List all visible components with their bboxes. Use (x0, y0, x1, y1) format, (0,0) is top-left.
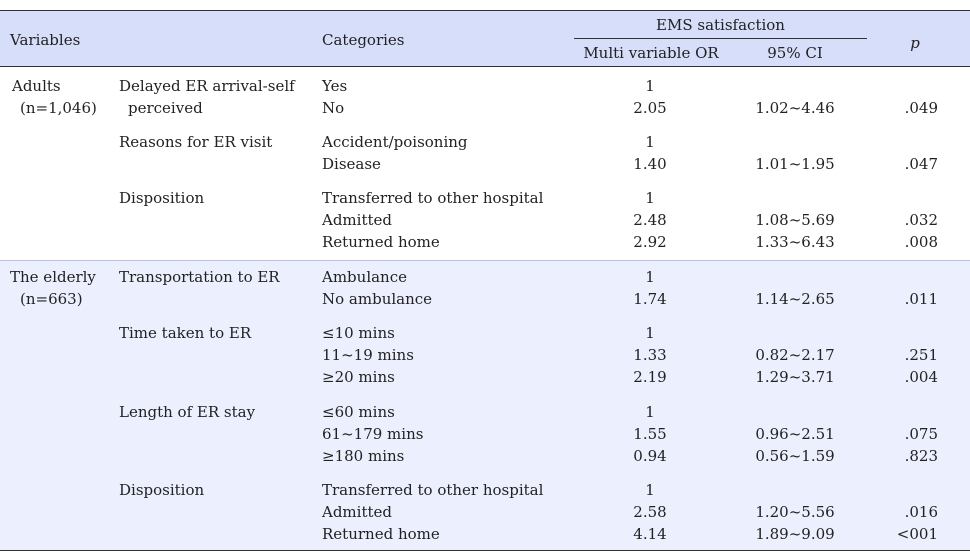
or-cell: 1 (645, 324, 655, 342)
variable-label: Time taken to ER (119, 324, 252, 342)
col-header-ems-satisfaction: EMS satisfaction (656, 16, 785, 34)
or-cell: 1 (645, 133, 655, 151)
category-cell: No (322, 99, 345, 117)
ci-cell: 1.01~1.95 (755, 155, 835, 173)
category-cell: Admitted (322, 503, 392, 521)
ci-cell: 0.82~2.17 (755, 346, 835, 364)
group-label-elderly: The elderly (10, 268, 96, 286)
or-cell: 1.55 (633, 425, 667, 443)
category-cell: Transferred to other hospital (322, 481, 544, 499)
or-cell: 2.05 (633, 99, 667, 117)
p-cell: .047 (904, 155, 938, 173)
ci-cell: 1.89~9.09 (755, 525, 835, 543)
group-label-adults: Adults (12, 77, 61, 95)
col-header-categories: Categories (322, 31, 405, 49)
ci-cell: 0.56~1.59 (755, 447, 835, 465)
ci-cell: 1.08~5.69 (755, 211, 835, 229)
variable-label: Delayed ER arrival-self (119, 77, 295, 95)
p-cell: .008 (904, 233, 938, 251)
adults-section (0, 67, 970, 260)
variable-label: Transportation to ER (119, 268, 280, 286)
variable-label-cont: perceived (128, 99, 203, 117)
category-cell: No ambulance (322, 290, 433, 308)
category-cell: Admitted (322, 211, 392, 229)
ci-cell: 1.20~5.56 (755, 503, 835, 521)
or-cell: 1 (645, 481, 655, 499)
or-cell: 1.33 (633, 346, 667, 364)
header-bottom-rule (0, 66, 970, 67)
ci-cell: 1.14~2.65 (755, 290, 835, 308)
p-cell: .016 (904, 503, 938, 521)
ci-cell: 1.02~4.46 (755, 99, 835, 117)
or-cell: 2.19 (633, 368, 667, 386)
ci-cell: 1.29~3.71 (755, 368, 835, 386)
category-cell: Returned home (322, 233, 440, 251)
col-header-variables: Variables (10, 31, 81, 49)
category-cell: 11~19 mins (322, 346, 414, 364)
category-cell: ≤60 mins (322, 403, 395, 421)
category-cell: Transferred to other hospital (322, 189, 544, 207)
p-cell: .032 (904, 211, 938, 229)
variable-label: Disposition (119, 189, 205, 207)
ci-cell: 1.33~6.43 (755, 233, 835, 251)
or-cell: 0.94 (633, 447, 667, 465)
category-cell: ≥180 mins (322, 447, 405, 465)
or-cell: 1.74 (633, 290, 667, 308)
category-cell: ≤10 mins (322, 324, 395, 342)
p-cell: .004 (904, 368, 938, 386)
or-cell: 1 (645, 268, 655, 286)
group-n-elderly: (n=663) (20, 290, 83, 308)
or-cell: 1.40 (633, 155, 667, 173)
variable-label: Length of ER stay (119, 403, 256, 421)
elderly-section (0, 261, 970, 550)
p-cell: .049 (904, 99, 938, 117)
p-cell: .251 (904, 346, 938, 364)
or-cell: 2.92 (633, 233, 667, 251)
or-cell: 1 (645, 77, 655, 95)
or-cell: 2.58 (633, 503, 667, 521)
category-cell: 61~179 mins (322, 425, 424, 443)
category-cell: Yes (322, 77, 348, 95)
or-cell: 4.14 (633, 525, 667, 543)
p-cell: .011 (904, 290, 938, 308)
variable-label: Disposition (119, 481, 205, 499)
category-cell: Ambulance (322, 268, 407, 286)
category-cell: Accident/poisoning (322, 133, 468, 151)
variable-label: Reasons for ER visit (119, 133, 273, 151)
col-header-multi-or: Multi variable OR (583, 44, 719, 62)
ems-subheader-rule (574, 38, 867, 39)
group-n-adults: (n=1,046) (20, 99, 97, 117)
p-cell: .075 (904, 425, 938, 443)
category-cell: Disease (322, 155, 381, 173)
table-bottom-rule (0, 550, 970, 551)
category-cell: ≥20 mins (322, 368, 395, 386)
category-cell: Returned home (322, 525, 440, 543)
or-cell: 1 (645, 403, 655, 421)
section-divider (0, 260, 970, 261)
col-header-p: p (910, 34, 920, 52)
header-top-rule (0, 10, 970, 11)
col-header-ci: 95% CI (767, 44, 823, 62)
p-cell: <001 (896, 525, 938, 543)
or-cell: 2.48 (633, 211, 667, 229)
ci-cell: 0.96~2.51 (755, 425, 835, 443)
p-cell: .823 (904, 447, 938, 465)
or-cell: 1 (645, 189, 655, 207)
